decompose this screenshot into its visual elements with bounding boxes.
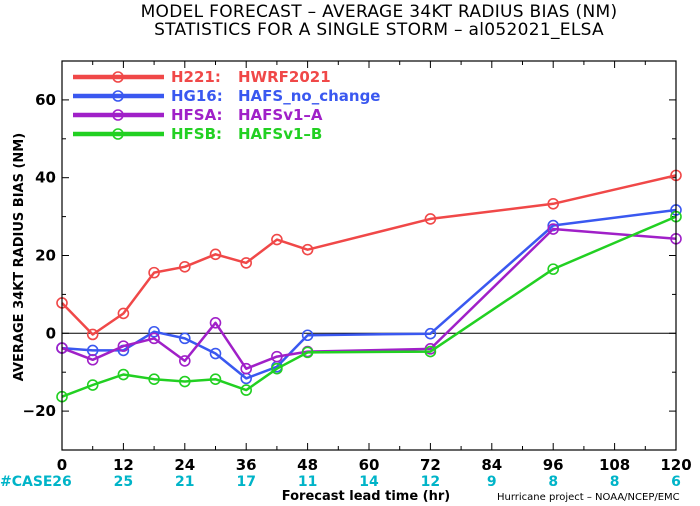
- series-point-2: [209, 316, 222, 329]
- series-point-0: [209, 248, 222, 261]
- case-count: 21: [175, 474, 194, 490]
- series-point-2: [148, 332, 160, 345]
- series-point-0: [117, 307, 130, 320]
- legend-name-1: HG16:: [171, 87, 223, 105]
- x-tick-label: 12: [113, 456, 134, 474]
- case-row-label: #CASE: [0, 474, 53, 490]
- legend-desc-0: HWRF2021: [238, 68, 331, 86]
- series-point-3: [179, 375, 191, 388]
- series-point-0: [301, 243, 314, 256]
- legend-marker-2: [112, 109, 124, 121]
- chart-title-line2: STATISTICS FOR A SINGLE STORM – al052021…: [154, 20, 604, 40]
- series-point-3: [271, 362, 283, 375]
- series-point-3: [86, 379, 99, 391]
- x-tick-label: 84: [481, 456, 502, 474]
- case-count: 8: [548, 474, 558, 490]
- series-point-3: [424, 345, 437, 358]
- legend-desc-1: HAFS_no_change: [238, 87, 380, 105]
- series-point-0: [424, 213, 437, 225]
- legend-desc-2: HAFSv1–A: [238, 106, 323, 124]
- series-point-3: [148, 373, 160, 386]
- chart-title-line1: MODEL FORECAST – AVERAGE 34KT RADIUS BIA…: [141, 2, 618, 22]
- x-tick-label: 60: [359, 456, 380, 474]
- series-line-3: [61, 215, 677, 398]
- series-point-0: [86, 328, 99, 341]
- series-point-0: [179, 260, 191, 273]
- series-line-0: [61, 174, 677, 336]
- legend-marker-1: [112, 90, 124, 102]
- series-point-0: [240, 257, 252, 269]
- x-tick-label: 108: [599, 456, 630, 474]
- credit-text: Hurricane project – NOAA/NCEP/EMC: [497, 492, 680, 503]
- y-tick-label: 40: [35, 169, 56, 187]
- series-point-2: [86, 353, 99, 366]
- series-point-0: [271, 233, 283, 246]
- series-point-0: [547, 197, 560, 210]
- series-line-2: [61, 227, 677, 370]
- case-count: 11: [298, 474, 317, 490]
- legend-name-2: HFSA:: [171, 106, 223, 124]
- y-tick-label: −20: [23, 402, 56, 420]
- series-point-1: [424, 327, 437, 340]
- x-tick-label: 72: [420, 456, 441, 474]
- plot-area: −200204060026122524213617481160147212849…: [23, 60, 692, 490]
- series-point-1: [148, 325, 160, 338]
- case-count: 25: [114, 474, 133, 490]
- legend-marker-3: [112, 128, 124, 140]
- series-point-3: [547, 263, 560, 275]
- y-tick-label: 20: [35, 247, 56, 265]
- legend-desc-3: HAFSv1–B: [238, 125, 322, 143]
- x-tick-label: 96: [543, 456, 564, 474]
- legend-marker-0: [112, 71, 124, 83]
- series-point-3: [240, 384, 252, 396]
- x-tick-label: 24: [174, 456, 195, 474]
- series-point-3: [117, 368, 130, 381]
- series-point-3: [301, 346, 314, 359]
- case-count: 14: [359, 474, 379, 490]
- series-point-1: [209, 347, 222, 360]
- series-point-1: [179, 332, 191, 345]
- series-point-0: [148, 266, 160, 279]
- y-axis-label: AVERAGE 34KT RADIUS BIAS (NM): [12, 133, 27, 381]
- case-count: 17: [236, 474, 255, 490]
- y-tick-label: 60: [35, 91, 56, 109]
- legend-name-0: H221:: [171, 68, 221, 86]
- legend-name-3: HFSB:: [171, 125, 222, 143]
- series-point-2: [117, 340, 130, 352]
- plot-frame: [61, 60, 677, 451]
- series-point-2: [271, 350, 283, 363]
- case-count: 8: [610, 474, 620, 490]
- case-count: 6: [671, 474, 681, 490]
- x-tick-label: 36: [236, 456, 257, 474]
- series-point-2: [240, 362, 252, 375]
- series-point-2: [179, 355, 191, 367]
- x-tick-label: 120: [660, 456, 691, 474]
- case-count: 12: [421, 474, 440, 490]
- x-axis-label: Forecast lead time (hr): [282, 489, 450, 504]
- series-point-3: [209, 373, 222, 386]
- series-point-1: [301, 329, 314, 342]
- y-tick-label: 0: [46, 324, 56, 342]
- x-tick-label: 0: [57, 456, 67, 474]
- case-count: 26: [52, 474, 71, 490]
- x-tick-label: 48: [297, 456, 318, 474]
- series-point-2: [547, 223, 560, 235]
- case-count: 9: [487, 474, 497, 490]
